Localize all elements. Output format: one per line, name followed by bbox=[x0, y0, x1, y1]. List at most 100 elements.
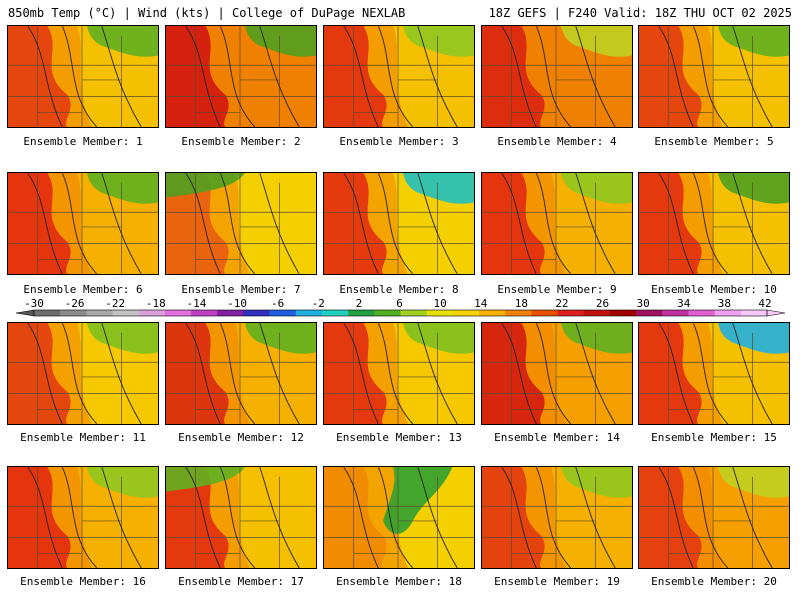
cool-temperature-region bbox=[166, 467, 245, 492]
isotherm-contour bbox=[501, 26, 537, 127]
ensemble-member-map bbox=[7, 466, 159, 569]
warm-temperature-region bbox=[324, 26, 387, 127]
isotherm-contour bbox=[27, 173, 63, 274]
ensemble-member-map bbox=[481, 466, 633, 569]
colorbar-tick-label: 38 bbox=[717, 297, 731, 310]
ensemble-member-caption: Ensemble Member: 2 bbox=[181, 135, 301, 148]
colorbar-swatch bbox=[321, 310, 349, 316]
colorbar-swatch bbox=[374, 310, 401, 316]
isotherm-contour bbox=[417, 173, 458, 274]
ensemble-member-caption: Ensemble Member: 7 bbox=[181, 283, 301, 296]
ensemble-member-map bbox=[481, 172, 633, 275]
ensemble-member-map bbox=[165, 25, 317, 128]
isotherm-contour bbox=[219, 323, 256, 424]
ensemble-member-map bbox=[323, 322, 475, 425]
isotherm-contour bbox=[575, 173, 616, 274]
cool-temperature-region bbox=[402, 26, 474, 57]
isotherm-contour bbox=[259, 323, 300, 424]
cool-temperature-region bbox=[717, 323, 789, 354]
colorbar-swatch bbox=[479, 310, 506, 316]
ensemble-member-map bbox=[165, 322, 317, 425]
ensemble-member-map bbox=[323, 25, 475, 128]
ensemble-member-caption: Ensemble Member: 20 bbox=[651, 575, 777, 588]
isotherm-contour bbox=[343, 467, 379, 568]
ensemble-member-map bbox=[165, 172, 317, 275]
isotherm-contour bbox=[61, 323, 98, 424]
ensemble-member-caption: Ensemble Member: 11 bbox=[20, 431, 146, 444]
isotherm-contour bbox=[27, 26, 63, 127]
warm-temperature-region bbox=[166, 323, 229, 424]
warm-temperature-region bbox=[639, 26, 702, 127]
isotherm-contour bbox=[259, 467, 300, 568]
isotherm-contour bbox=[658, 26, 694, 127]
ensemble-member-caption: Ensemble Member: 18 bbox=[336, 575, 462, 588]
ensemble-member-map bbox=[323, 466, 475, 569]
warm-temperature-region bbox=[482, 26, 545, 127]
ensemble-member-caption: Ensemble Member: 14 bbox=[494, 431, 620, 444]
cool-temperature-region bbox=[560, 323, 632, 354]
warm-temperature-region bbox=[482, 173, 545, 274]
colorbar-tick-label: -6 bbox=[271, 297, 285, 310]
ensemble-member-map bbox=[638, 322, 790, 425]
isotherm-contour bbox=[417, 26, 458, 127]
colorbar-swatch bbox=[400, 310, 427, 316]
warm-temperature-region bbox=[8, 26, 71, 127]
isotherm-contour bbox=[658, 467, 694, 568]
colorbar-swatch bbox=[138, 310, 166, 316]
cool-temperature-region bbox=[86, 323, 158, 354]
colorbar-tick-label: 18 bbox=[514, 297, 528, 310]
warm-temperature-region bbox=[639, 323, 702, 424]
colorbar-tick-label: 14 bbox=[474, 297, 488, 310]
isotherm-contour bbox=[343, 173, 379, 274]
ensemble-member-map bbox=[638, 25, 790, 128]
colorbar-swatch bbox=[269, 310, 297, 316]
isotherm-contour bbox=[101, 323, 142, 424]
colorbar-swatch bbox=[295, 310, 323, 316]
colorbar-tick-label: 22 bbox=[555, 297, 569, 310]
colorbar-swatch bbox=[636, 310, 663, 316]
isotherm-contour bbox=[501, 173, 537, 274]
colorbar-swatch bbox=[531, 310, 558, 316]
isotherm-contour bbox=[575, 467, 616, 568]
colorbar-tick-label: -26 bbox=[64, 297, 85, 310]
cool-temperature-region bbox=[383, 467, 453, 534]
colorbar-swatch bbox=[505, 310, 532, 316]
colorbar-tick-label: -18 bbox=[145, 297, 166, 310]
isotherm-contour bbox=[535, 323, 572, 424]
colorbar-swatch bbox=[217, 310, 244, 316]
colorbar-swatch bbox=[714, 310, 742, 316]
isotherm-contour bbox=[259, 26, 300, 127]
isotherm-contour bbox=[377, 323, 414, 424]
isotherm-contour bbox=[219, 26, 256, 127]
cool-temperature-region bbox=[402, 173, 474, 204]
isotherm-contour bbox=[575, 26, 616, 127]
colorbar-swatch bbox=[34, 310, 61, 316]
isotherm-contour bbox=[219, 173, 256, 274]
warm-temperature-region bbox=[166, 173, 229, 274]
cool-temperature-region bbox=[244, 323, 316, 354]
isotherm-contour bbox=[185, 26, 221, 127]
colorbar-swatch bbox=[191, 310, 218, 316]
colorbar-swatch bbox=[164, 310, 192, 316]
isotherm-contour bbox=[219, 467, 256, 568]
isotherm-contour bbox=[732, 173, 773, 274]
ensemble-member-caption: Ensemble Member: 15 bbox=[651, 431, 777, 444]
ensemble-member-caption: Ensemble Member: 12 bbox=[178, 431, 304, 444]
colorbar-tick-label: -14 bbox=[186, 297, 207, 310]
ensemble-member-caption: Ensemble Member: 19 bbox=[494, 575, 620, 588]
warm-temperature-region bbox=[8, 323, 71, 424]
colorbar-low-arrow bbox=[15, 309, 35, 317]
ensemble-member-map bbox=[638, 172, 790, 275]
colorbar-tick-label: -22 bbox=[105, 297, 126, 310]
ensemble-member-caption: Ensemble Member: 13 bbox=[336, 431, 462, 444]
warm-temperature-region bbox=[8, 173, 71, 274]
isotherm-contour bbox=[692, 323, 729, 424]
isotherm-contour bbox=[61, 467, 98, 568]
colorbar-swatch bbox=[452, 310, 480, 316]
colorbar-swatch bbox=[243, 310, 270, 316]
ensemble-member-caption: Ensemble Member: 17 bbox=[178, 575, 304, 588]
warm-temperature-region bbox=[166, 26, 229, 127]
cool-temperature-region bbox=[560, 173, 632, 204]
isotherm-contour bbox=[377, 173, 414, 274]
colorbar-swatch bbox=[348, 310, 375, 316]
